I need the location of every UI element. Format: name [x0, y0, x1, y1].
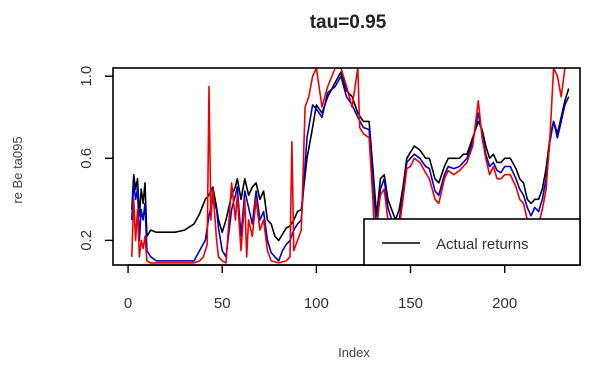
legend-label-actual-returns: Actual returns	[436, 236, 529, 253]
x-tick-label: 50	[214, 295, 231, 312]
y-axis-label: re Be ta095	[10, 136, 25, 203]
y-axis: 0.2 0.6 1.0	[78, 66, 113, 251]
x-axis-label: Index	[338, 345, 370, 360]
series-layer	[131, 68, 570, 264]
y-tick-label: 1.0	[78, 66, 95, 87]
y-tick-label: 0.6	[78, 148, 95, 169]
chart-title: tau=0.95	[310, 12, 387, 33]
x-tick-label: 100	[304, 295, 329, 312]
x-axis: 0 50 100 150 200	[124, 264, 517, 312]
x-tick-label: 200	[492, 295, 517, 312]
series-red-line	[131, 68, 569, 264]
x-tick-label: 0	[124, 295, 132, 312]
series-actual-returns	[131, 71, 570, 242]
legend: Actual returns	[363, 218, 581, 266]
legend-box	[363, 218, 581, 266]
y-tick-label: 0.2	[78, 230, 95, 251]
x-tick-label: 150	[398, 295, 423, 312]
